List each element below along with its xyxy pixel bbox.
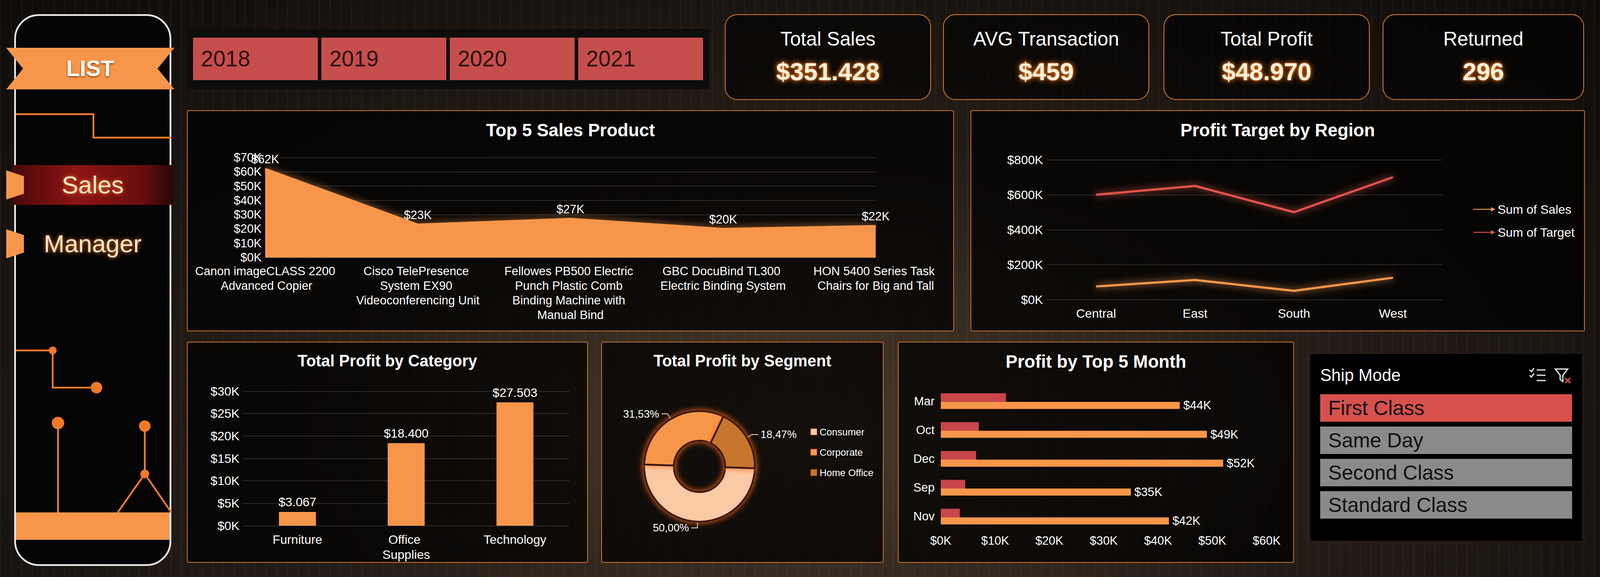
svg-text:Corporate: Corporate bbox=[819, 447, 863, 459]
svg-text:Technology: Technology bbox=[483, 533, 547, 547]
svg-text:Oct: Oct bbox=[915, 423, 936, 437]
svg-text:$52K: $52K bbox=[1226, 456, 1255, 471]
svg-text:Manual Bind: Manual Bind bbox=[537, 308, 604, 322]
svg-text:$3.067: $3.067 bbox=[278, 495, 317, 510]
svg-text:$25K: $25K bbox=[210, 406, 240, 421]
svg-text:$10K: $10K bbox=[233, 236, 262, 251]
html-text:AVG Transaction: AVG Transaction bbox=[973, 27, 1120, 50]
html-text:Same Day: Same Day bbox=[1328, 428, 1424, 453]
html-text:Total Sales: Total Sales bbox=[780, 27, 876, 50]
svg-text:$20K: $20K bbox=[709, 212, 738, 227]
html-text:2020: 2020 bbox=[457, 46, 508, 72]
svg-text:$0K: $0K bbox=[217, 519, 240, 534]
svg-text:31,53%: 31,53% bbox=[622, 408, 659, 421]
svg-text:$0K: $0K bbox=[240, 251, 262, 265]
svg-text:Advanced Copier: Advanced Copier bbox=[217, 279, 313, 293]
html-text:2018: 2018 bbox=[200, 46, 251, 72]
svg-text:Central: Central bbox=[1076, 306, 1117, 321]
svg-text:Supplies: Supplies bbox=[382, 548, 430, 562]
html-text:$351.428: $351.428 bbox=[776, 57, 880, 86]
html-text:Total Profit: Total Profit bbox=[1220, 27, 1313, 50]
html-text:First Class: First Class bbox=[1328, 396, 1425, 420]
svg-text:$49K: $49K bbox=[1210, 428, 1239, 442]
svg-text:GBC DocuBind TL300: GBC DocuBind TL300 bbox=[662, 264, 784, 279]
svg-text:East: East bbox=[1182, 306, 1208, 321]
svg-text:Videoconferencing Unit: Videoconferencing Unit bbox=[355, 293, 480, 308]
svg-text:Total Profit by Category: Total Profit by Category bbox=[297, 351, 477, 371]
svg-text:Binding Machine with: Binding Machine with bbox=[512, 293, 629, 308]
svg-text:$27.503: $27.503 bbox=[492, 386, 538, 400]
html-text:2019: 2019 bbox=[329, 46, 379, 72]
html-text:Second Class: Second Class bbox=[1328, 461, 1454, 485]
svg-text:South: South bbox=[1277, 306, 1311, 321]
svg-text:Punch Plastic Comb: Punch Plastic Comb bbox=[514, 279, 627, 293]
html-text:296: 296 bbox=[1462, 57, 1505, 86]
svg-text:Profit Target by Region: Profit Target by Region bbox=[1180, 120, 1375, 140]
svg-text:$20K: $20K bbox=[233, 222, 262, 236]
svg-text:$20K: $20K bbox=[210, 429, 240, 444]
html-text:$459: $459 bbox=[1018, 57, 1074, 86]
svg-text:Office: Office bbox=[388, 533, 424, 547]
svg-text:Furniture: Furniture bbox=[272, 533, 323, 547]
html-text:$48.970: $48.970 bbox=[1221, 57, 1312, 86]
svg-text:$800K: $800K bbox=[1007, 153, 1044, 167]
svg-text:Total Profit by Segment: Total Profit by Segment bbox=[653, 351, 831, 371]
svg-text:50,00%: 50,00% bbox=[653, 521, 689, 534]
svg-text:Dec: Dec bbox=[913, 452, 935, 466]
svg-text:$600K: $600K bbox=[1007, 188, 1044, 202]
html-text:Standard Class: Standard Class bbox=[1328, 493, 1468, 517]
html-text:Sales: Sales bbox=[61, 170, 124, 199]
svg-text:$5K: $5K bbox=[217, 496, 240, 511]
svg-text:$42K: $42K bbox=[1172, 514, 1201, 528]
svg-text:Cisco TelePresence: Cisco TelePresence bbox=[363, 264, 473, 279]
svg-text:$10K: $10K bbox=[981, 534, 1009, 548]
html-text:Ship Mode: Ship Mode bbox=[1320, 366, 1401, 385]
svg-text:Sum of Target: Sum of Target bbox=[1497, 225, 1575, 240]
svg-text:$44K: $44K bbox=[1183, 398, 1212, 413]
svg-text:$30K: $30K bbox=[1089, 534, 1118, 548]
svg-text:$15K: $15K bbox=[210, 452, 240, 466]
svg-text:$50K: $50K bbox=[1198, 534, 1227, 548]
svg-text:Chairs for Big and Tall: Chairs for Big and Tall bbox=[817, 279, 935, 293]
svg-text:Top 5 Sales Product: Top 5 Sales Product bbox=[486, 120, 656, 140]
svg-text:$27K: $27K bbox=[556, 202, 585, 217]
svg-text:Fellowes PB500 Electric: Fellowes PB500 Electric bbox=[504, 264, 637, 279]
svg-text:$70K: $70K bbox=[233, 150, 262, 165]
svg-text:Nov: Nov bbox=[913, 510, 936, 524]
svg-text:$22K: $22K bbox=[861, 209, 890, 224]
svg-text:$60K: $60K bbox=[233, 165, 262, 179]
svg-text:$50K: $50K bbox=[233, 179, 262, 194]
svg-text:Canon imageCLASS 2200: Canon imageCLASS 2200 bbox=[195, 264, 336, 279]
svg-text:$23K: $23K bbox=[403, 208, 432, 222]
html-text:LIST: LIST bbox=[66, 56, 115, 82]
svg-text:$18.400: $18.400 bbox=[383, 426, 429, 441]
svg-text:$60K: $60K bbox=[1252, 534, 1281, 548]
svg-text:Home Office: Home Office bbox=[819, 467, 874, 479]
svg-text:$0K: $0K bbox=[930, 534, 952, 548]
svg-text:$40K: $40K bbox=[233, 193, 262, 208]
svg-text:Electric Binding System: Electric Binding System bbox=[660, 279, 786, 293]
svg-text:$30K: $30K bbox=[233, 208, 262, 222]
svg-text:Mar: Mar bbox=[914, 394, 936, 409]
svg-text:Profit by Top 5 Month: Profit by Top 5 Month bbox=[1005, 351, 1187, 372]
svg-text:$20K: $20K bbox=[1035, 534, 1064, 548]
svg-text:West: West bbox=[1379, 306, 1407, 321]
html-text:Returned: Returned bbox=[1443, 27, 1524, 50]
svg-text:18,47%: 18,47% bbox=[760, 428, 797, 441]
svg-text:$0K: $0K bbox=[1020, 293, 1044, 307]
svg-text:$400K: $400K bbox=[1007, 223, 1044, 237]
html-text:2021: 2021 bbox=[586, 46, 636, 72]
html-text:Manager: Manager bbox=[43, 229, 142, 258]
svg-text:Consumer: Consumer bbox=[819, 426, 865, 438]
svg-text:System EX90: System EX90 bbox=[379, 279, 456, 293]
svg-text:$62K: $62K bbox=[251, 152, 279, 167]
svg-text:$40K: $40K bbox=[1143, 534, 1172, 548]
svg-text:HON 5400 Series Task: HON 5400 Series Task bbox=[813, 264, 939, 279]
svg-text:Sum of Sales: Sum of Sales bbox=[1497, 202, 1572, 217]
svg-text:$10K: $10K bbox=[210, 474, 240, 488]
svg-text:Sep: Sep bbox=[913, 481, 935, 495]
svg-text:$30K: $30K bbox=[210, 384, 240, 399]
svg-text:$200K: $200K bbox=[1007, 258, 1044, 272]
svg-text:$35K: $35K bbox=[1134, 485, 1163, 499]
